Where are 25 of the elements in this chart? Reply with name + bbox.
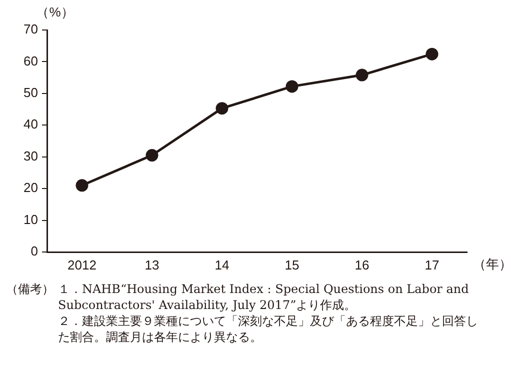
y-tick-label: 10 (24, 212, 38, 227)
y-tick-label: 40 (24, 116, 38, 132)
point (286, 80, 298, 93)
y-tick-label: 60 (24, 53, 38, 68)
x-tick-label: 13 (144, 257, 160, 272)
point (426, 48, 438, 60)
point (76, 179, 88, 192)
point (216, 102, 228, 115)
point (356, 68, 368, 82)
text: １．NAHB“Housing Market Index : Special Questions on Labor and Subcontractors' Availability, July 2017”より作成。 (58, 281, 470, 313)
x-tick-label: 17 (424, 257, 440, 272)
y-tick-label: 70 (24, 22, 38, 37)
x-tick-label: 2012 (68, 257, 96, 272)
text: ２．建設業主要９業種について「深刻な不足」及び「ある程度不足」と回答した割合。調査月は各年により異なる。 (58, 313, 479, 345)
y-tick-label: 30 (24, 148, 38, 164)
x-axis-title: （年） (473, 256, 511, 272)
text: （備考） (6, 281, 54, 298)
x-tick-label: 14 (214, 257, 230, 272)
y-tick-label: 0 (30, 244, 38, 259)
point (146, 149, 158, 162)
y-tick-label: 50 (24, 85, 38, 100)
y-tick-label: 20 (24, 180, 38, 196)
y-axis-title: （%） (36, 4, 74, 20)
x-tick-label: 16 (354, 257, 370, 272)
x-tick-label: 15 (284, 257, 300, 272)
